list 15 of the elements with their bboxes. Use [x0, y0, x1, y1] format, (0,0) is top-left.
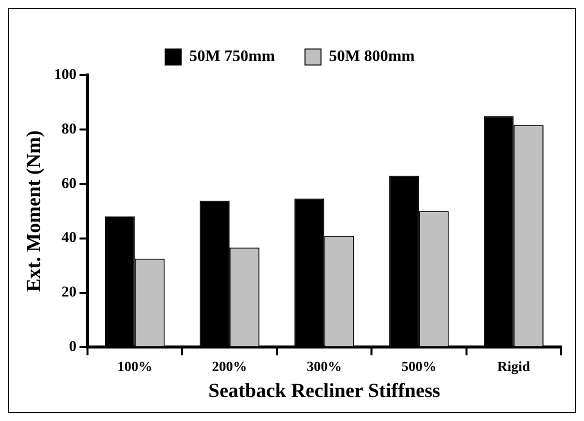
y-tick-label: 60: [62, 176, 76, 192]
x-tick-label: 500%: [401, 360, 436, 376]
legend-label: 50M 750mm: [189, 48, 276, 66]
y-axis-title: Ext. Moment (Nm): [23, 130, 46, 292]
x-tick-label: 300%: [306, 360, 342, 376]
y-tick-label: 0: [69, 339, 76, 356]
x-tick-label: Rigid: [497, 360, 530, 376]
legend-label: 50M 800mm: [329, 48, 416, 66]
y-tick-label: 40: [62, 230, 76, 246]
y-tick-label: 80: [62, 121, 76, 138]
x-tick-label: 200%: [212, 360, 248, 376]
y-tick-label: 20: [62, 284, 76, 301]
y-tick-label: 100: [54, 66, 76, 83]
x-tick-label: 100%: [117, 360, 152, 376]
x-axis-title: Seatback Recliner Stiffness: [208, 380, 440, 402]
